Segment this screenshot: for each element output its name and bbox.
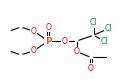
Text: O: O bbox=[31, 46, 37, 55]
Text: Cl: Cl bbox=[100, 36, 108, 46]
Text: O: O bbox=[31, 27, 37, 36]
Text: Cl: Cl bbox=[90, 18, 97, 27]
Text: P: P bbox=[45, 36, 51, 46]
Text: O: O bbox=[62, 36, 68, 46]
Text: O: O bbox=[88, 64, 94, 73]
Text: Cl: Cl bbox=[104, 24, 112, 33]
Text: O: O bbox=[74, 47, 80, 56]
Text: O: O bbox=[45, 23, 51, 32]
